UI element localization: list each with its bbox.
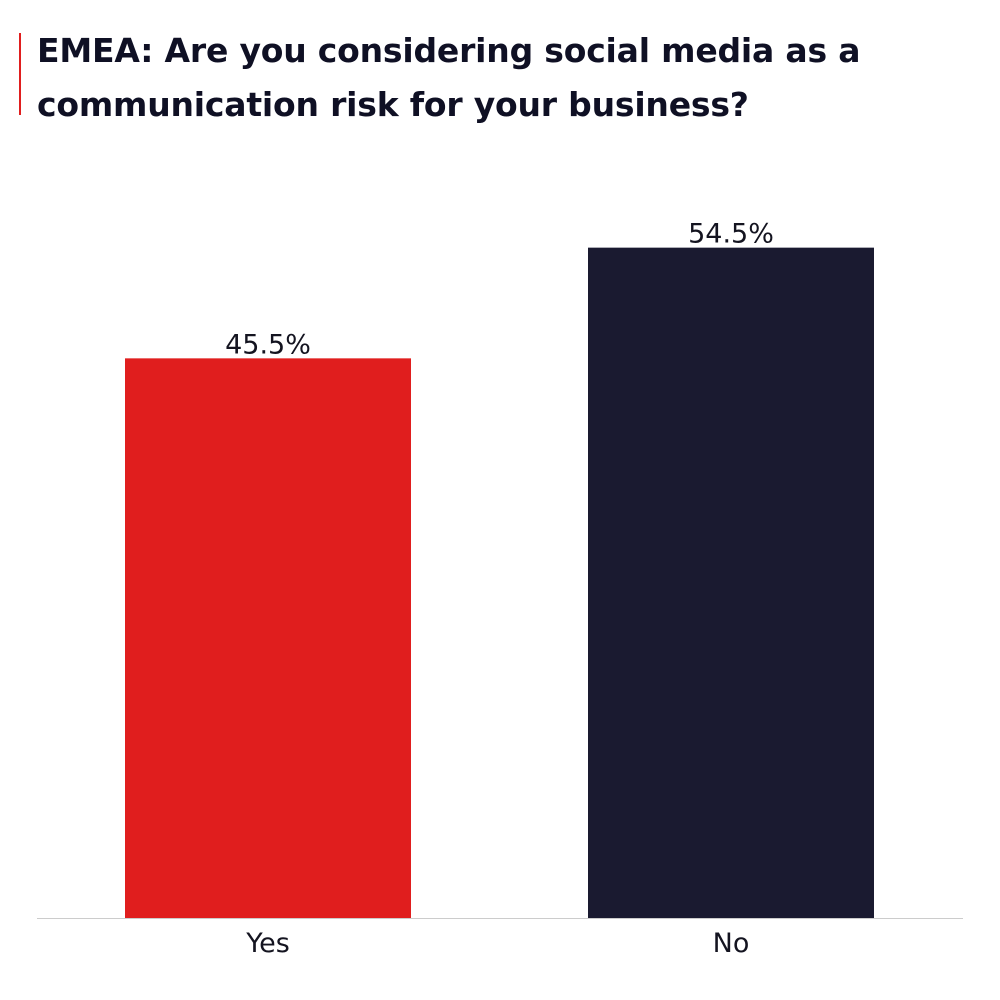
bar-yes [125, 358, 411, 919]
category-label-yes: Yes [245, 928, 290, 959]
labels-group: 45.5% Yes 54.5% No [225, 219, 774, 959]
value-label-yes: 45.5% [225, 329, 311, 360]
category-label-no: No [713, 928, 750, 959]
chart-title: EMEA: Are you considering social media a… [37, 31, 861, 124]
value-label-no: 54.5% [688, 219, 774, 250]
bars-group [125, 247, 874, 919]
bar-no [588, 247, 874, 918]
title-accent-bar [19, 33, 21, 115]
